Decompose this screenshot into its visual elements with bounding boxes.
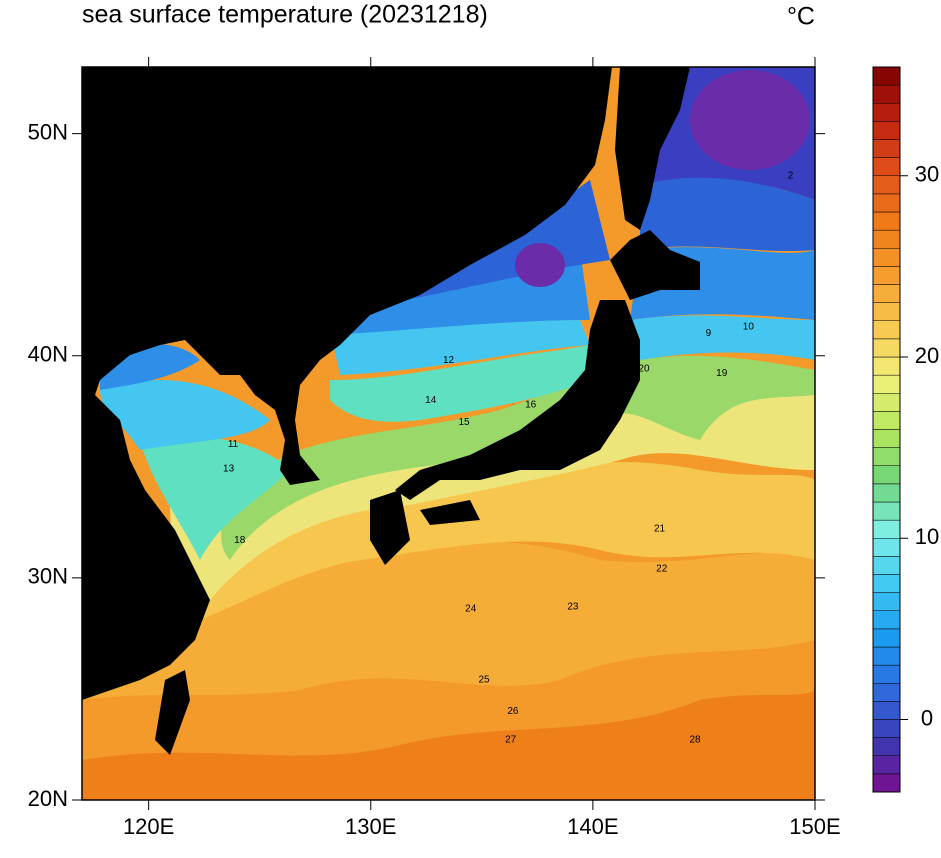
plot-frame (81, 66, 816, 801)
title: sea surface temperature (20231218) (82, 1, 488, 29)
colorbar-level (872, 628, 901, 648)
contour-label: 21 (654, 524, 666, 535)
colorbar-level (872, 664, 901, 684)
colorbar-level (872, 646, 901, 666)
colorbar-tick-label: 30 (915, 162, 939, 187)
colorbar-level (872, 66, 901, 86)
contour-label: 27 (505, 735, 517, 746)
contour-label: 10 (743, 322, 755, 333)
unit: °C (787, 3, 815, 31)
colorbar-level (872, 755, 901, 775)
contour-labels: 24 25 26 27 28 22 21 23 18 13 11 15 14 16 12 10 9 19 20 2 (223, 170, 794, 745)
contour-label: 19 (716, 368, 728, 379)
colorbar-level (872, 211, 901, 231)
colorbar-level (872, 501, 901, 521)
contour-label: 26 (507, 706, 519, 717)
colorbar-level (872, 465, 901, 485)
x-tick-label: 140E (567, 814, 618, 839)
colorbar-level (872, 737, 901, 756)
axes: 120E 130E 140E 150E 20N 30N 40N 50N (28, 57, 841, 839)
colorbar-level (872, 483, 901, 503)
colorbar-level (872, 302, 901, 321)
colorbar-level (872, 773, 901, 793)
y-tick-label: 50N (28, 119, 68, 144)
colorbar-level (872, 411, 901, 430)
colorbar-level (872, 229, 901, 249)
x-tick-label: 150E (789, 814, 840, 839)
y-tick-label: 40N (28, 342, 68, 367)
colorbar-level (872, 157, 901, 176)
colorbar-level (872, 374, 901, 394)
contour-label: 23 (567, 601, 579, 612)
x-tick-label: 120E (123, 814, 174, 839)
colorbar-level (872, 429, 901, 448)
colorbar-level (872, 538, 901, 557)
contour-label: 14 (425, 395, 437, 406)
contour-label: 22 (656, 564, 668, 575)
contour-label: 16 (525, 399, 537, 410)
contour-label: 18 (234, 535, 246, 546)
contour-label: 2 (788, 170, 794, 181)
y-tick-label: 20N (28, 786, 68, 811)
contour-label: 12 (443, 355, 455, 366)
colorbar-tick-label: 10 (915, 524, 939, 549)
contour-label: 15 (458, 417, 470, 428)
colorbar-level (872, 284, 901, 303)
colorbar-level (872, 320, 901, 340)
colorbar-level (872, 519, 901, 539)
colorbar-level (872, 193, 901, 213)
colorbar-level (872, 338, 901, 358)
colorbar-level (872, 610, 901, 630)
colorbar-tick-label: 20 (915, 343, 939, 368)
colorbar-level (872, 719, 901, 738)
colorbar-level (872, 248, 901, 267)
colorbar-level (872, 121, 901, 140)
colorbar-level (872, 592, 901, 611)
contour-label: 11 (228, 439, 239, 450)
land (82, 67, 700, 755)
colorbar-level (872, 574, 901, 593)
colorbar-level (872, 393, 901, 412)
colorbar-level (872, 175, 901, 195)
colorbar-level (872, 266, 901, 285)
colorbar-level (872, 103, 901, 122)
colorbar-frame (872, 66, 901, 793)
colorbar-level (872, 356, 901, 376)
contour-label: 25 (478, 675, 490, 686)
contour-label: 24 (465, 604, 477, 615)
colorbar-level (872, 139, 901, 158)
y-tick-label: 30N (28, 564, 68, 589)
contour-label: 20 (638, 364, 650, 375)
contour-label: 9 (706, 328, 712, 339)
contour-label: 28 (689, 735, 701, 746)
colorbar-level (872, 556, 901, 575)
colorbar-level (872, 447, 901, 466)
x-tick-label: 130E (345, 814, 396, 839)
contour-label: 13 (223, 464, 235, 475)
colorbar-level (872, 683, 901, 702)
colorbar-level (872, 701, 901, 720)
colorbar-tick-label: 0 (921, 705, 933, 730)
colorbar: 0 10 20 30 (872, 66, 939, 793)
colorbar-level (872, 84, 901, 104)
